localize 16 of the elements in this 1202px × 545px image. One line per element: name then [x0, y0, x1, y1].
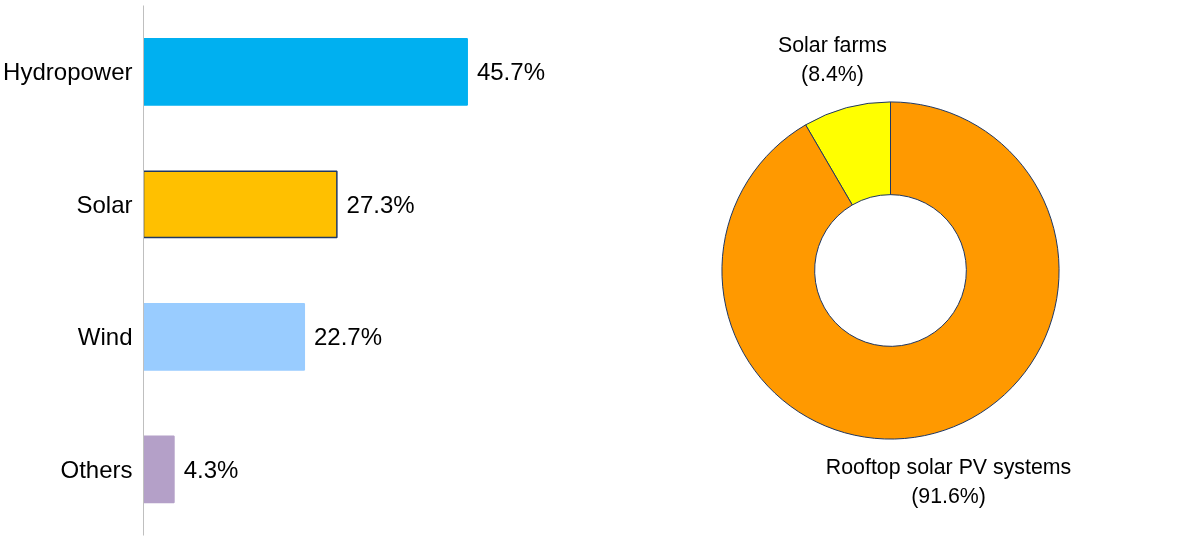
bar [143, 435, 175, 504]
bar [143, 170, 338, 239]
data-label: (8.4%) [801, 61, 864, 86]
y-tick-label: Wind [77, 323, 133, 351]
y-tick-label: Hydropower [3, 58, 133, 86]
bar [143, 37, 468, 106]
data-label: 22.7% [314, 323, 383, 351]
data-label: (91.6%) [911, 483, 986, 508]
slice-label: Rooftop solar PV systems [825, 455, 1072, 480]
bar [143, 302, 306, 371]
y-tick-label: Solar [76, 190, 133, 218]
data-label: 4.3% [183, 455, 239, 483]
data-label: 45.7% [476, 58, 545, 86]
data-label: 27.3% [346, 190, 415, 218]
slice-label: Solar farms [777, 33, 887, 58]
y-tick-label: Others [60, 455, 133, 483]
